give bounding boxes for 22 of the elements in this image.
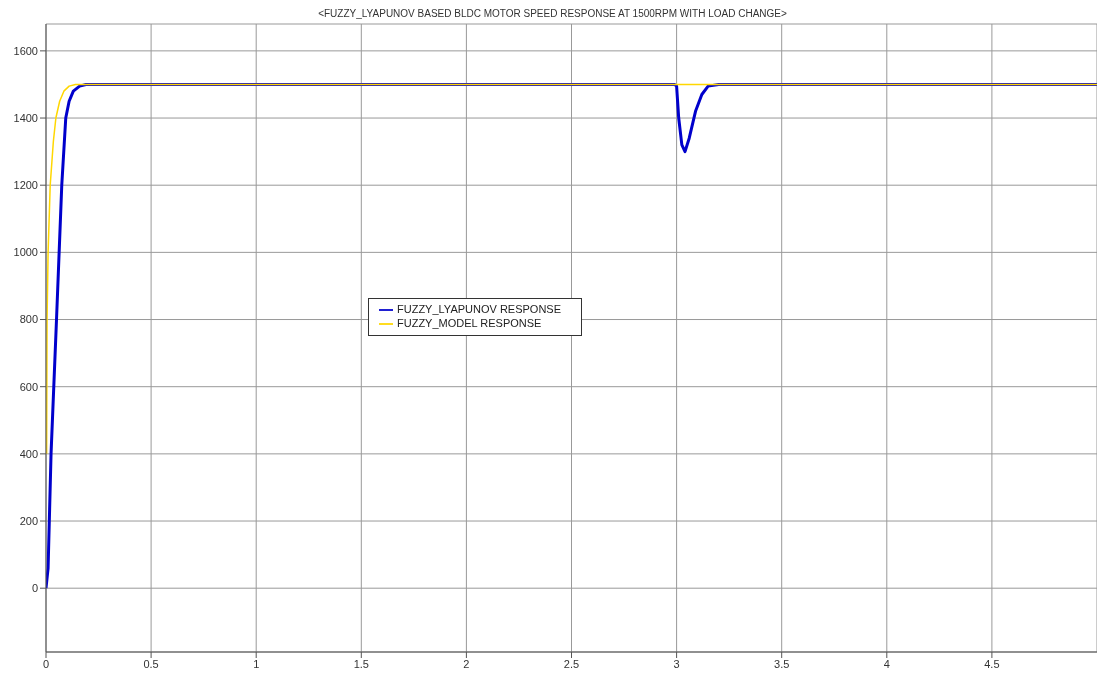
x-tick-label: 4	[883, 657, 890, 670]
x-tick-label: 0.5	[143, 657, 159, 670]
y-tick-label: 1200	[13, 179, 38, 192]
y-tick-label: 1400	[13, 111, 38, 124]
y-tick-label: 800	[19, 313, 38, 326]
legend-label: FUZZY_MODEL RESPONSE	[397, 317, 542, 330]
x-tick-label: 4.5	[984, 657, 1000, 670]
y-tick-label: 1600	[13, 44, 38, 57]
legend-label: FUZZY_LYAPUNOV RESPONSE	[397, 303, 562, 315]
x-tick-label: 0	[42, 657, 50, 670]
y-tick-label: 600	[19, 380, 38, 393]
x-tick-label: 3	[673, 657, 680, 670]
x-tick-label: 1	[253, 657, 260, 670]
y-tick-label: 400	[19, 447, 38, 460]
x-tick-label: 2.5	[563, 657, 580, 670]
x-tick-label: 3.5	[774, 657, 790, 670]
y-tick-label: 1000	[13, 246, 38, 259]
y-tick-label: 200	[19, 514, 38, 527]
x-tick-label: 2	[463, 657, 470, 670]
chart-title: <FUZZY_LYAPUNOV BASED BLDC MOTOR SPEED RESPONSE AT 1500RPM WITH LOAD CHANGE>	[317, 8, 788, 19]
x-tick-label: 1.5	[353, 657, 369, 670]
y-tick-label: 0	[31, 582, 38, 595]
